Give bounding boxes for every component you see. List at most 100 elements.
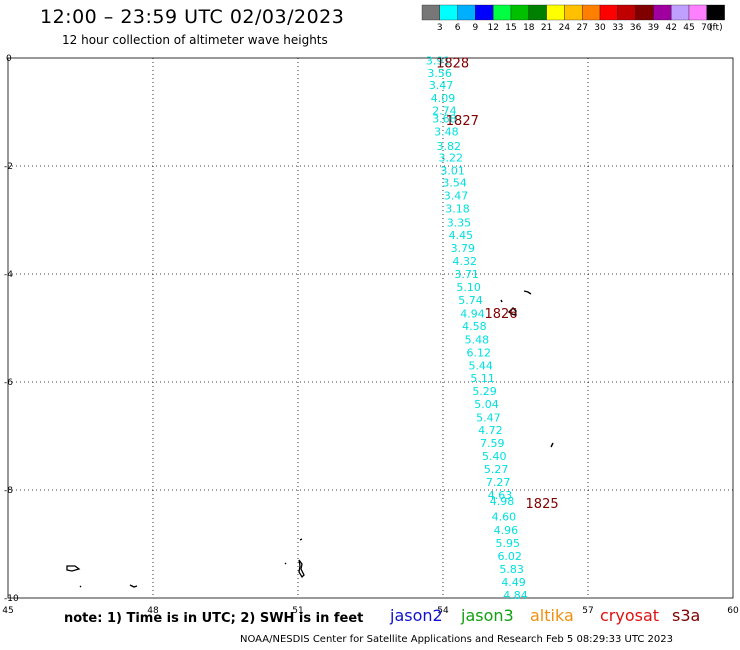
- time-label: 1828: [436, 56, 469, 71]
- swh-value-label: 3.82: [437, 140, 462, 153]
- colorbar-label: 45: [683, 23, 694, 33]
- swh-value-label: 4.32: [453, 255, 478, 268]
- swh-value-label: 4.72: [478, 424, 503, 437]
- swh-value-label: 3.48: [434, 125, 459, 138]
- color-swatch: [546, 4, 565, 21]
- colorbar-label: 12: [487, 23, 498, 33]
- colorbar-unit: (ft): [709, 23, 723, 33]
- swh-value-label: 2.74: [432, 104, 457, 117]
- plot-area: [7, 57, 734, 599]
- swh-value-label: 3.47: [429, 79, 454, 92]
- colorbar-label: 9: [473, 23, 479, 33]
- chart-subtitle: 12 hour collection of altimeter wave hei…: [62, 33, 328, 47]
- colorbar-label: 42: [665, 23, 676, 33]
- color-scale-legend: 3 6 9 12 15 18 21 24 27 30 33 36 39 42 45 70(ft): [421, 4, 725, 33]
- y-tick-label: 0: [6, 54, 12, 64]
- swh-value-label: 4.49: [501, 576, 526, 589]
- swh-value-label: 5.10: [456, 281, 481, 294]
- colorbar-label: 30: [594, 23, 606, 33]
- color-swatch: [493, 4, 512, 21]
- color-swatch: [617, 4, 636, 21]
- swh-value-label: 4.84: [503, 589, 528, 602]
- colorbar-label: 3: [437, 23, 443, 33]
- y-tick-label: -10: [4, 594, 19, 604]
- swh-value-label: 4.63: [488, 489, 513, 502]
- island-outline: [298, 559, 305, 579]
- colorbar-label: 24: [559, 23, 571, 33]
- swh-value-label: 6.12: [467, 346, 492, 359]
- island-outline: [550, 442, 554, 448]
- island-outline: [500, 299, 503, 303]
- color-swatch: [653, 4, 672, 21]
- swh-value-label: 3.71: [454, 268, 479, 281]
- swh-value-label: 4.98: [490, 495, 515, 508]
- swh-value-label: 4.96: [494, 524, 519, 537]
- swh-value-label: 5.44: [468, 359, 493, 372]
- satellite-label-jason3: jason3: [461, 606, 514, 625]
- x-tick-label: 51: [292, 606, 303, 616]
- island-outline: [299, 538, 303, 541]
- colorbar-label: 27: [576, 23, 587, 33]
- island-outline: [79, 585, 82, 588]
- swh-value-label: 5.83: [499, 563, 524, 576]
- credit-line: NOAA/NESDIS Center for Satellite Applica…: [240, 634, 673, 645]
- satellite-label-cryosat: cryosat: [600, 606, 660, 625]
- swh-value-label: 3.56: [427, 67, 452, 80]
- y-tick-label: -6: [4, 378, 13, 388]
- satellite-label-jason2: jason2: [390, 606, 443, 625]
- swh-value-label: 3.22: [438, 151, 463, 164]
- color-swatch: [635, 4, 654, 21]
- time-label: 1826: [484, 307, 517, 322]
- grid-lines: [8, 58, 733, 598]
- island-outline: [129, 584, 138, 588]
- swh-value-label: 5.47: [476, 412, 501, 425]
- island-outline: [523, 290, 532, 295]
- colorbar-label: 33: [612, 23, 623, 33]
- swh-value-label: 3.35: [447, 217, 472, 230]
- swh-value-label: 3.54: [442, 177, 467, 190]
- satellite-label-altika: altika: [530, 606, 574, 625]
- swh-value-label: 3.79: [451, 242, 476, 255]
- colorbar-label: 6: [455, 23, 461, 33]
- color-swatch: [421, 4, 440, 21]
- island-outline: [66, 565, 81, 572]
- color-swatch: [475, 4, 494, 21]
- x-tick-label: 54: [437, 606, 449, 616]
- swh-value-label: 7.59: [480, 437, 505, 450]
- x-tick-label: 48: [147, 606, 159, 616]
- color-swatch: [528, 4, 547, 21]
- land-features: [66, 290, 554, 588]
- swh-value-label: 3.01: [440, 164, 465, 177]
- swh-value-label: 4.94: [460, 307, 485, 320]
- y-tick-label: -8: [4, 486, 13, 496]
- swh-value-label: 3.91: [426, 55, 451, 68]
- colorbar-label: 21: [541, 23, 552, 33]
- y-tick-label: -4: [4, 270, 13, 280]
- color-swatch: [706, 4, 725, 21]
- swh-value-label: 3.47: [444, 190, 469, 203]
- colorbar-label: 18: [523, 23, 535, 33]
- colorbar-label: 36: [630, 23, 642, 33]
- swh-value-label: 5.27: [484, 463, 509, 476]
- swh-value-label: 5.40: [482, 450, 507, 463]
- island-outline: [284, 562, 287, 565]
- color-swatch: [457, 4, 476, 21]
- swh-value-label: 4.45: [449, 229, 474, 242]
- swh-value-label: 5.04: [474, 398, 499, 411]
- y-tick-label: -2: [4, 162, 13, 172]
- swh-value-label: 5.74: [458, 294, 483, 307]
- color-swatch: [688, 4, 707, 21]
- axis-tick-labels: 45 48 51 54 57 60 0 -2 -4 -6 -8 -10: [2, 54, 739, 616]
- swh-value-label: 4.09: [431, 92, 456, 105]
- colorbar-label: 15: [505, 23, 516, 33]
- color-swatch: [510, 4, 529, 21]
- color-swatch: [599, 4, 618, 21]
- swh-value-label: 6.02: [497, 550, 522, 563]
- satellite-label-s3a: s3a: [672, 606, 701, 625]
- x-tick-label: 57: [582, 606, 593, 616]
- color-swatch: [564, 4, 583, 21]
- wave-height-points: 3.913.563.474.092.743.683.483.823.223.01…: [426, 55, 528, 602]
- x-tick-label: 60: [727, 606, 739, 616]
- time-label: 1827: [446, 114, 479, 129]
